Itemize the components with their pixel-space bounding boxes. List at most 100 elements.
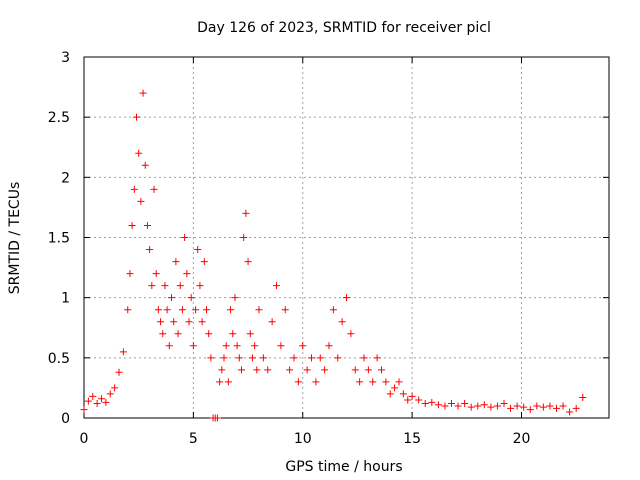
data-point (196, 282, 204, 290)
data-point (229, 330, 237, 338)
y-tick-label: 1.5 (48, 231, 70, 247)
data-point (259, 354, 267, 362)
data-point (152, 270, 160, 278)
data-point (203, 306, 210, 314)
data-point (480, 401, 488, 409)
data-point (281, 306, 289, 314)
data-point (198, 318, 206, 326)
data-point (185, 318, 193, 326)
data-point (130, 185, 138, 193)
data-point (137, 197, 145, 205)
data-point (273, 282, 280, 290)
data-point (539, 403, 547, 411)
data-point (213, 414, 221, 422)
data-point (448, 400, 455, 408)
y-tick-label: 3 (61, 50, 70, 66)
data-point (192, 306, 200, 314)
data-point (316, 354, 324, 362)
data-point (143, 221, 151, 229)
data-point (395, 378, 403, 386)
data-point (454, 402, 462, 410)
data-point (242, 209, 250, 217)
x-tick-label: 15 (403, 431, 421, 447)
data-point (133, 113, 140, 121)
data-point (189, 342, 197, 350)
data-point (207, 354, 215, 362)
y-axis-label: SRMTID / TECUs (7, 182, 23, 295)
data-point (461, 400, 469, 408)
data-point (467, 403, 475, 411)
data-point (428, 398, 436, 406)
data-point (218, 366, 226, 374)
data-point (441, 402, 449, 410)
data-point (102, 398, 110, 406)
data-point (126, 270, 134, 278)
data-point (251, 342, 259, 350)
data-point (421, 400, 429, 408)
data-point (579, 394, 587, 402)
data-point (264, 366, 272, 374)
data-point (277, 342, 285, 350)
data-point (181, 234, 189, 241)
data-point (161, 282, 169, 290)
data-point (168, 294, 175, 302)
data-point (248, 354, 256, 362)
data-point (329, 306, 337, 314)
data-point (487, 403, 495, 411)
data-point (255, 306, 263, 314)
data-point (165, 342, 173, 350)
data-point (386, 390, 394, 398)
data-point (205, 330, 213, 338)
data-point (233, 342, 241, 350)
data-point (220, 354, 228, 362)
x-tick-label: 20 (513, 431, 531, 447)
data-point (222, 342, 230, 350)
data-point (98, 395, 105, 403)
data-point (378, 366, 385, 374)
data-point (194, 246, 202, 254)
data-point (146, 246, 154, 254)
chart-title: Day 126 of 2023, SRMTID for receiver pic… (197, 20, 491, 36)
data-point (325, 342, 333, 350)
data-point (513, 402, 521, 410)
data-point (238, 366, 245, 374)
data-point (351, 366, 359, 374)
data-point (135, 149, 143, 157)
data-point (80, 406, 88, 414)
data-point (231, 294, 239, 302)
data-point (141, 161, 149, 169)
data-point (399, 390, 407, 398)
y-tick-label: 1 (61, 291, 70, 307)
data-point (369, 378, 377, 386)
data-point (382, 378, 390, 386)
data-point (500, 400, 508, 408)
data-point (240, 234, 248, 241)
data-point (224, 378, 232, 386)
data-point (183, 270, 191, 278)
x-tick-label: 5 (189, 431, 198, 447)
data-point (559, 402, 567, 410)
data-point (356, 378, 364, 386)
data-point (474, 402, 482, 410)
data-point (294, 378, 302, 386)
data-point (111, 384, 119, 392)
data-point (572, 404, 580, 412)
data-point (347, 330, 355, 338)
data-point (546, 402, 554, 410)
y-tick-label: 0.5 (48, 351, 70, 367)
data-point (157, 318, 165, 326)
data-point (312, 378, 320, 386)
data-point (526, 406, 534, 414)
x-tick-label: 0 (80, 431, 89, 447)
data-point (268, 318, 276, 326)
data-point (163, 306, 171, 314)
data-point (178, 306, 186, 314)
data-point (308, 354, 315, 362)
data-point (176, 282, 184, 290)
data-point (128, 221, 136, 229)
x-tick-label: 10 (294, 431, 312, 447)
x-axis-label: GPS time / hours (285, 459, 402, 475)
data-point (334, 354, 342, 362)
y-tick-label: 2.5 (48, 110, 70, 126)
